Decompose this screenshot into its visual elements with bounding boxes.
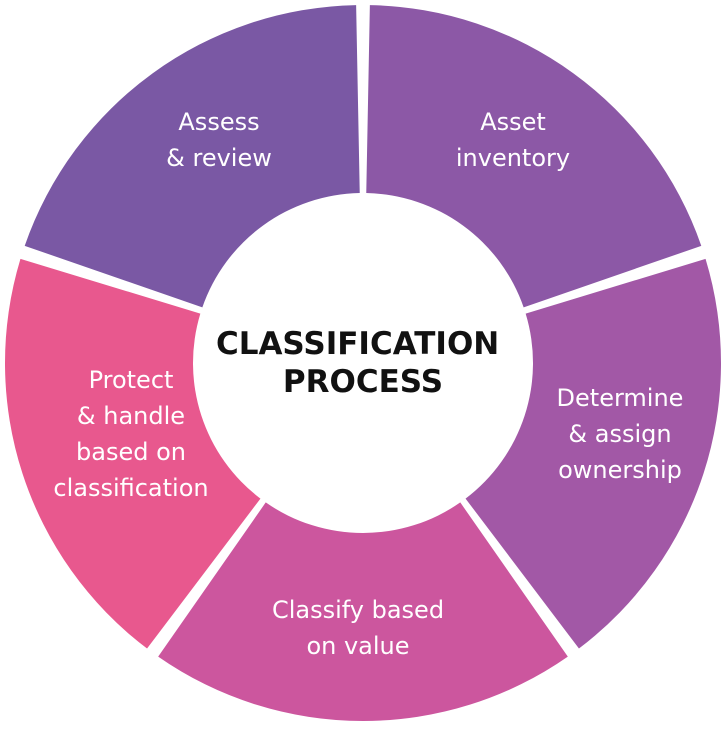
segment-classify-based-on-value — [158, 502, 568, 722]
label-assess-review-line-2: & review — [166, 144, 272, 172]
segment-labels: Asset inventory Determine & assign ownership… — [53, 108, 683, 660]
label-protect-handle-line-2: & handle — [77, 402, 185, 430]
center-circle — [195, 195, 531, 531]
label-asset-inventory: Asset inventory — [456, 108, 570, 172]
label-protect-handle-line-4: classification — [53, 474, 208, 502]
segment-determine-assign-ownership — [465, 258, 721, 649]
center-title: CLASSIFICATION PROCESS — [216, 326, 510, 400]
label-classify-based-on-value: Classify based on value — [272, 596, 444, 660]
label-protect-handle-line-1: Protect — [89, 366, 174, 394]
label-classify-based-on-value-line-1: Classify based — [272, 596, 444, 624]
label-asset-inventory-line-1: Asset — [480, 108, 546, 136]
label-protect-handle: Protect & handle based on classification — [53, 366, 208, 502]
label-determine-assign-ownership-line-3: ownership — [558, 456, 682, 484]
label-determine-assign-ownership-line-2: & assign — [568, 420, 671, 448]
label-assess-review: Assess & review — [166, 108, 272, 172]
ring-segments — [4, 5, 721, 722]
label-classify-based-on-value-line-2: on value — [306, 632, 409, 660]
label-protect-handle-line-3: based on — [76, 438, 186, 466]
segment-protect-handle — [4, 258, 261, 649]
center-title-line-1: CLASSIFICATION — [216, 326, 499, 362]
segment-assess-review — [24, 5, 360, 308]
segment-asset-inventory — [366, 5, 702, 308]
label-asset-inventory-line-2: inventory — [456, 144, 570, 172]
center-title-line-2: PROCESS — [283, 364, 443, 400]
label-determine-assign-ownership-line-1: Determine — [557, 384, 684, 412]
label-determine-assign-ownership: Determine & assign ownership — [557, 384, 684, 484]
label-assess-review-line-1: Assess — [178, 108, 259, 136]
